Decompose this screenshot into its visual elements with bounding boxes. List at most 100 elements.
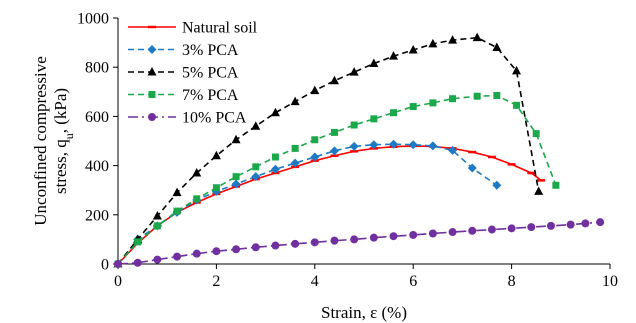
data-point xyxy=(148,113,156,121)
data-point xyxy=(251,121,261,130)
data-point xyxy=(390,109,398,117)
y-tick-label: 1000 xyxy=(77,11,109,28)
data-point xyxy=(329,75,339,85)
data-point xyxy=(212,247,221,256)
data-point xyxy=(389,51,399,60)
data-point xyxy=(232,173,240,181)
data-point xyxy=(173,207,181,215)
data-point xyxy=(330,128,338,136)
data-point xyxy=(251,243,260,252)
data-point xyxy=(291,144,299,152)
data-point xyxy=(310,152,320,162)
data-point xyxy=(428,229,437,238)
data-point xyxy=(429,99,437,107)
x-axis-title: Strain, ε (%) xyxy=(321,303,407,322)
data-point xyxy=(231,179,241,189)
data-point xyxy=(152,211,162,220)
series-line xyxy=(117,145,542,265)
legend-item: 5% PCA xyxy=(128,65,239,82)
data-point xyxy=(311,136,319,144)
data-point xyxy=(546,221,555,230)
legend-label: 5% PCA xyxy=(182,65,239,82)
data-point xyxy=(153,222,161,230)
legend-item: 10% PCA xyxy=(128,110,247,127)
data-point xyxy=(172,187,182,197)
y-tick-label: 800 xyxy=(85,60,109,77)
data-point xyxy=(252,163,260,171)
data-point xyxy=(448,145,458,155)
y-tick-label: 600 xyxy=(85,109,109,126)
series-1 xyxy=(114,144,546,266)
y-tick-label: 400 xyxy=(85,158,109,175)
data-point xyxy=(532,130,540,138)
series-3 xyxy=(113,32,544,268)
data-point xyxy=(133,258,142,267)
data-point xyxy=(349,67,359,76)
data-point xyxy=(370,115,378,123)
data-point xyxy=(271,153,279,161)
y-axis-title-prefix: stress, q xyxy=(51,139,70,194)
data-point xyxy=(596,218,605,227)
data-point xyxy=(369,140,379,150)
series-4 xyxy=(114,91,560,268)
y-axis-title-line1: Unconfined compressive xyxy=(31,56,50,225)
data-point xyxy=(534,186,544,195)
legend-item: 3% PCA xyxy=(128,42,239,59)
legend-item: 7% PCA xyxy=(128,87,239,104)
data-point xyxy=(468,226,477,235)
x-tick-label: 8 xyxy=(508,273,516,290)
data-point xyxy=(173,252,182,261)
data-point xyxy=(147,45,157,54)
data-point xyxy=(114,260,122,268)
data-point xyxy=(448,35,458,44)
data-point xyxy=(473,92,481,100)
x-tick-label: 10 xyxy=(602,273,618,290)
data-point xyxy=(408,140,418,150)
data-point xyxy=(512,65,522,75)
data-point xyxy=(153,255,162,264)
data-point xyxy=(310,85,320,95)
data-point xyxy=(492,180,502,190)
data-point xyxy=(134,238,142,246)
legend-label: 10% PCA xyxy=(182,110,247,127)
series-layer xyxy=(113,32,605,269)
data-point xyxy=(449,95,457,103)
data-point xyxy=(472,32,482,42)
data-point xyxy=(270,164,280,174)
x-tick-label: 6 xyxy=(409,273,417,290)
data-point xyxy=(428,141,438,151)
data-point xyxy=(389,232,398,241)
data-point xyxy=(192,167,202,177)
data-point xyxy=(507,224,516,233)
series-5 xyxy=(114,218,605,268)
x-tick-label: 4 xyxy=(311,273,319,290)
data-point xyxy=(148,91,156,98)
legend-label: 7% PCA xyxy=(182,87,239,104)
legend-label: Natural soil xyxy=(182,20,258,37)
y-tick-label: 0 xyxy=(101,257,109,274)
data-point xyxy=(389,139,399,149)
y-tick-label: 200 xyxy=(85,207,109,224)
data-point xyxy=(493,91,501,99)
data-point xyxy=(330,236,339,245)
data-point xyxy=(232,245,241,254)
data-point xyxy=(329,146,339,156)
data-point xyxy=(270,107,280,117)
data-point xyxy=(527,223,536,232)
data-point xyxy=(566,220,575,229)
y-axis-title-subscript: u xyxy=(62,133,76,139)
series-2 xyxy=(113,139,502,269)
data-point xyxy=(581,219,590,228)
x-tick-label: 0 xyxy=(114,273,122,290)
data-point xyxy=(211,150,221,160)
data-point xyxy=(350,235,359,244)
data-point xyxy=(428,38,438,48)
data-point xyxy=(271,241,280,250)
data-point xyxy=(492,42,502,52)
data-point xyxy=(467,163,477,173)
data-point xyxy=(212,184,220,192)
legend-label: 3% PCA xyxy=(182,42,239,59)
data-point xyxy=(193,195,201,203)
